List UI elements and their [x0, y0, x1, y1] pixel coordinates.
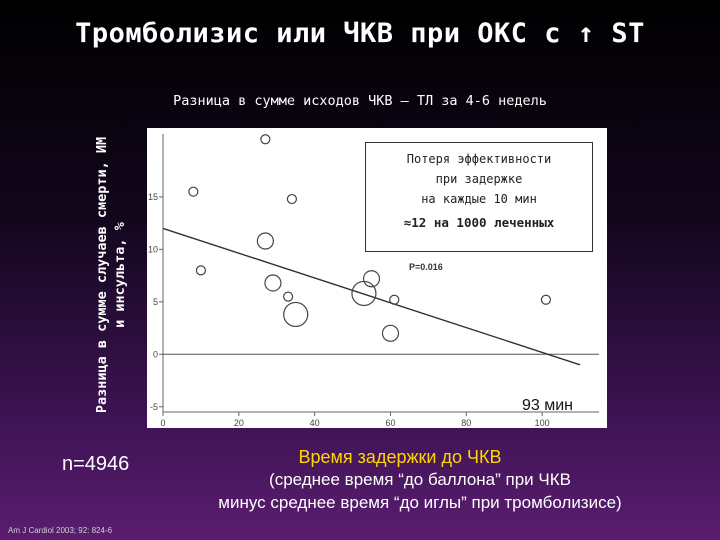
y-axis-label: Разница в сумме случаев смерти, ИМ и инс… — [94, 136, 128, 414]
chart-title: Разница в сумме исходов ЧКВ – ТЛ за 4-6 … — [173, 93, 547, 109]
breakpoint-label: 93 мин — [522, 397, 574, 414]
annotation-line-1: Потеря эффективности — [406, 152, 552, 166]
y-tick-label: 10 — [148, 244, 158, 254]
scatter-point — [264, 274, 282, 292]
x-axis-title: Время задержки до ЧКВ — [298, 447, 502, 467]
scatter-point — [195, 265, 207, 276]
scatter-point — [286, 193, 298, 205]
x-tick-label: 60 — [385, 418, 395, 428]
annotation-line-2: при задержке — [435, 172, 523, 186]
scatter-point — [540, 294, 552, 305]
x-tick-label: 80 — [461, 418, 471, 428]
x-axis-subtitle-2: минус среднее время “до иглы” при тромбо… — [218, 493, 622, 512]
y-tick-label: -5 — [150, 402, 158, 412]
annotation-box: Потеря эффективности при задержке на каж… — [365, 142, 593, 252]
slide-title: Тромболизис или ЧКВ при ОКС с ↑ ST — [75, 18, 645, 49]
y-tick-label: 5 — [153, 297, 158, 307]
sample-size: n=4946 — [62, 453, 130, 475]
scatter-point — [283, 291, 294, 302]
trend-line — [162, 227, 581, 366]
y-tick-label: 15 — [148, 192, 158, 202]
scatter-point — [260, 134, 271, 145]
x-tick-label: 100 — [535, 418, 550, 428]
x-axis-subtitle-1: (среднее время “до баллона” при ЧКВ — [269, 470, 571, 489]
scatter-point — [389, 294, 400, 305]
scatter-point — [256, 232, 274, 250]
annotation-rate: ≈12 на 1000 леченных — [403, 215, 555, 230]
reference: Am J Cardiol 2003; 92: 824-6 — [8, 526, 113, 535]
x-tick-label: 40 — [310, 418, 320, 428]
scatter-point — [381, 324, 400, 342]
y-tick-label: 0 — [153, 349, 158, 359]
scatter-point — [362, 270, 381, 288]
scatter-point — [188, 186, 199, 197]
p-value-label: P=0.016 — [409, 262, 443, 272]
scatter-point — [283, 301, 309, 328]
x-tick-label: 20 — [234, 418, 244, 428]
x-tick-label: 0 — [160, 418, 165, 428]
annotation-line-3: на каждые 10 мин — [421, 192, 537, 206]
